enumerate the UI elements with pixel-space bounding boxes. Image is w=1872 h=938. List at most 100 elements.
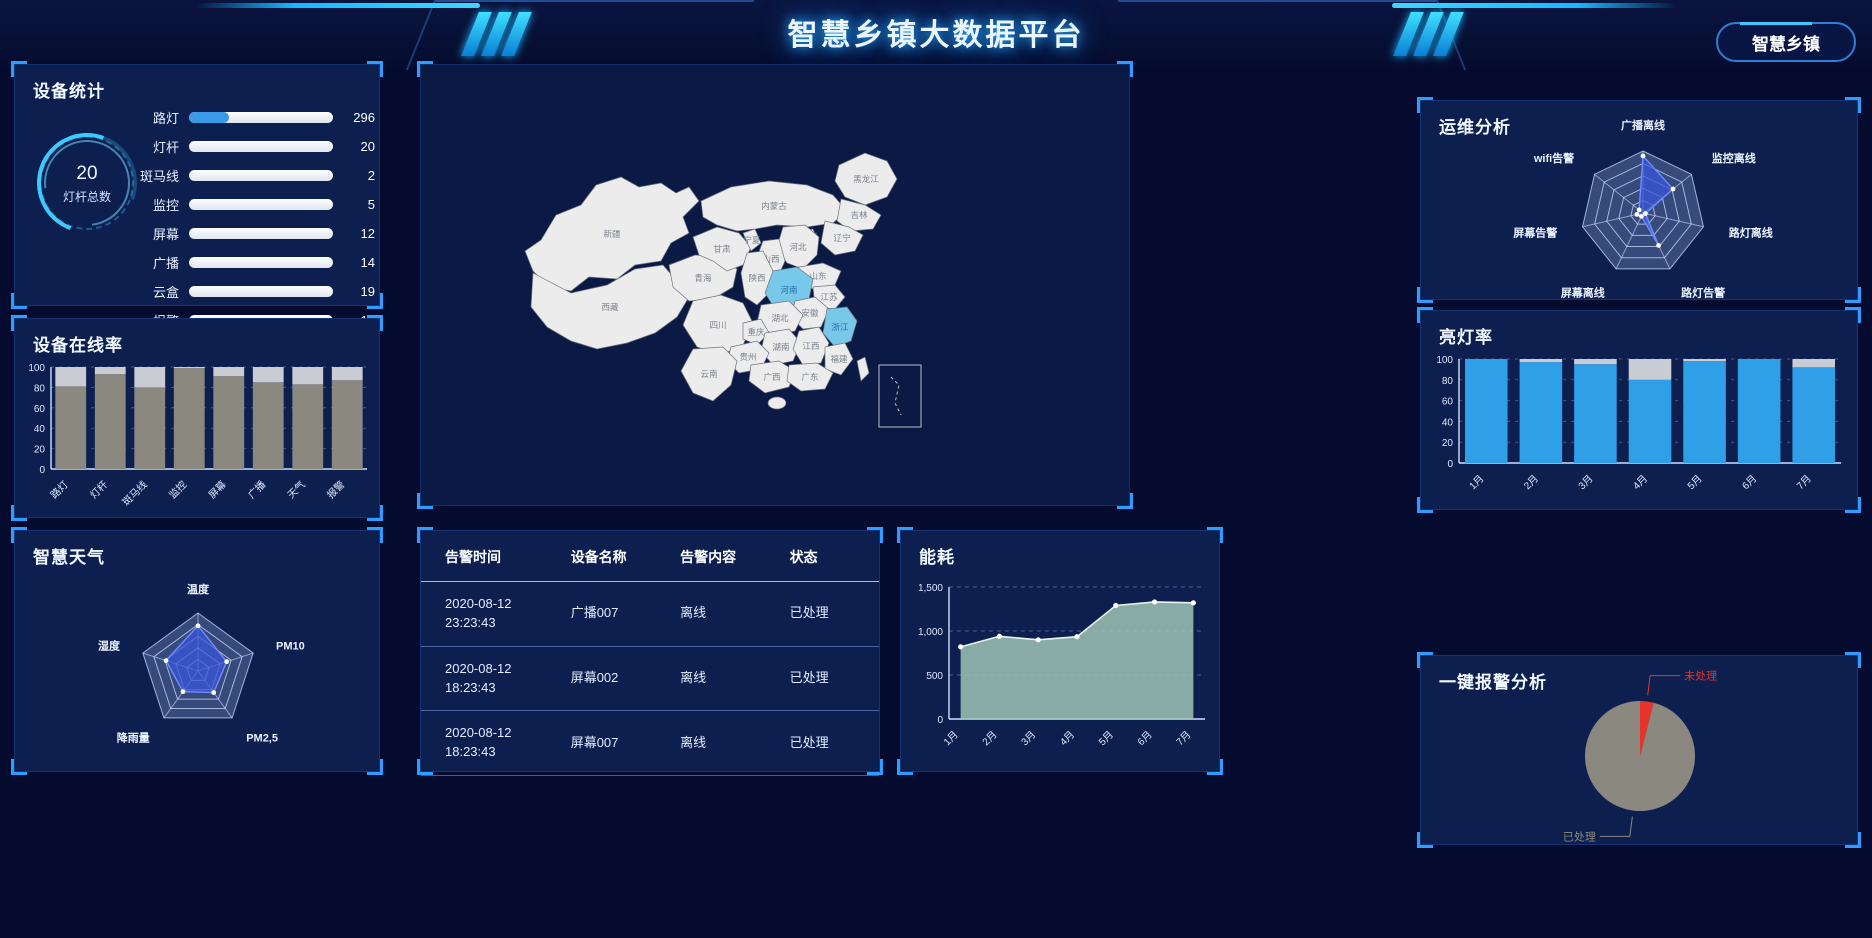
town-selector-button[interactable]: 智慧乡镇: [1716, 22, 1856, 62]
device-stat-bar: [189, 140, 333, 152]
device-statistics-list: 路灯296灯杆20斑马线2监控5屏幕12广播14云盒19报警14: [133, 105, 375, 337]
device-stat-value: 19: [360, 283, 375, 299]
smart-weather-panel: 智慧天气 温度 PM10 PM2,5 降雨量 湿度: [11, 527, 383, 775]
device-stat-bar-fill: [189, 111, 230, 123]
device-stat-row: 监控 5: [133, 192, 375, 216]
device-stat-value: 2: [367, 167, 375, 183]
device-stat-bar: [189, 198, 333, 210]
svg-text:屏幕告警: 屏幕告警: [1513, 226, 1557, 240]
svg-text:5月: 5月: [1685, 473, 1704, 492]
map-region[interactable]: [740, 250, 774, 306]
svg-text:80: 80: [1442, 376, 1454, 387]
ops-analysis-panel: 运维分析 广播离线 监控离线 路灯离线 路灯告警 屏幕离线 屏幕告警 wifi告警: [1417, 97, 1861, 303]
svg-text:山东: 山东: [809, 271, 826, 281]
device-stat-value: 12: [360, 225, 375, 241]
device-stat-value: 14: [360, 254, 375, 270]
app-header: 智慧乡镇大数据平台 智慧乡镇: [0, 0, 1872, 70]
gauge-ring-inner-icon: [40, 136, 134, 230]
device-stat-name: 斑马线: [139, 168, 179, 184]
device-statistics-panel: 设备统计 20 灯杆总数 路灯 296 灯杆 20 斑马线 2 监控 5 屏幕 12 广播 14 云盒 1…: [11, 61, 383, 329]
china-map-panel[interactable]: 新疆西藏青海甘肃宁夏内蒙古黑龙江吉林辽宁北京河北山西山东陕西河南江苏安徽湖北四川…: [417, 61, 1133, 509]
svg-text:屏幕离线: 屏幕离线: [1561, 285, 1605, 299]
svg-text:路灯离线: 路灯离线: [1729, 226, 1773, 240]
svg-text:PM10: PM10: [276, 641, 305, 653]
svg-text:3月: 3月: [1019, 729, 1038, 748]
svg-text:广东: 广东: [801, 372, 818, 382]
device-stat-value: 5: [367, 196, 375, 212]
device-stat-row: 斑马线 2: [133, 163, 375, 187]
table-row[interactable]: 2020-08-12 18:23:43 屏幕002 离线 已处理: [421, 646, 879, 712]
svg-text:PM2,5: PM2,5: [246, 732, 278, 744]
svg-text:山西: 山西: [762, 254, 779, 264]
svg-text:2月: 2月: [1521, 473, 1540, 492]
device-stat-row: 云盒 19: [133, 279, 375, 303]
alarm-cell-content: 离线: [656, 710, 766, 777]
svg-text:1,000: 1,000: [918, 627, 943, 638]
map-region[interactable]: [742, 318, 770, 346]
svg-text:路灯告警: 路灯告警: [1681, 285, 1725, 299]
svg-text:青海: 青海: [694, 273, 712, 283]
svg-text:浙江: 浙江: [831, 322, 849, 332]
svg-text:陕西: 陕西: [748, 273, 765, 283]
map-region[interactable]: [834, 152, 898, 206]
pole-total-gauge: 20 灯杆总数: [20, 116, 154, 250]
energy-consumption-title: 能耗: [919, 548, 955, 567]
device-stat-row: 路灯 296: [133, 105, 375, 129]
map-region[interactable]: [836, 198, 882, 232]
svg-text:宁夏: 宁夏: [743, 235, 761, 245]
svg-text:1,500: 1,500: [918, 583, 943, 594]
map-region[interactable]: [822, 306, 858, 348]
map-region[interactable]: [680, 346, 738, 402]
device-stat-name: 云盒: [152, 284, 179, 300]
china-map[interactable]: 新疆西藏青海甘肃宁夏内蒙古黑龙江吉林辽宁北京河北山西山东陕西河南江苏安徽湖北四川…: [421, 65, 1131, 507]
alarm-cell-status: 已处理: [765, 646, 879, 712]
table-row[interactable]: 2020-08-12 23:23:43 广播007 离线 已处理: [421, 581, 879, 647]
table-row[interactable]: 2020-08-12 18:23:43 屏幕007 离线 已处理: [421, 710, 879, 777]
svg-text:斑马线: 斑马线: [119, 478, 149, 508]
map-region[interactable]: [824, 342, 854, 376]
device-online-rate-panel: 设备在线率 0 20 40 60 80 100 路灯 灯杆 斑马线 监控 屏幕 广播 天气 报警: [11, 315, 383, 521]
svg-text:路灯: 路灯: [48, 478, 71, 501]
svg-text:甘肃: 甘肃: [713, 244, 731, 254]
device-stat-value: 296: [353, 109, 375, 125]
svg-text:贵州: 贵州: [739, 352, 756, 362]
svg-text:0: 0: [1447, 459, 1453, 470]
svg-text:7月: 7月: [1794, 473, 1813, 492]
map-region[interactable]: [786, 362, 834, 392]
svg-text:20: 20: [1442, 438, 1454, 449]
svg-text:60: 60: [34, 404, 46, 415]
page-title: 智慧乡镇大数据平台: [787, 19, 1085, 52]
energy-consumption-panel: 能耗 0 500 1,000 1,500 1月 2月 3月 4月 5月 6月 7月: [897, 527, 1223, 775]
device-online-rate-chart: 0 20 40 60 80 100 路灯 灯杆 斑马线 监控 屏幕 广播 天气 报警: [28, 363, 367, 508]
light-rate-chart: 0 20 40 60 80 100 1月 2月 3月 4月 5月 6月 7月: [1436, 355, 1841, 492]
device-statistics-title: 设备统计: [33, 82, 105, 101]
alarm-cell-device: 屏幕007: [546, 710, 657, 777]
one-key-alarm-panel: 一键报警分析 未处理 已处理: [1417, 652, 1861, 848]
map-region[interactable]: [742, 228, 762, 252]
alarm-table-header-row: 告警时间 设备名称 告警内容 状态: [421, 531, 879, 582]
map-region[interactable]: [748, 360, 796, 394]
svg-text:温度: 温度: [187, 582, 210, 596]
south-sea-inset: [878, 364, 922, 428]
map-region[interactable]: [692, 226, 752, 272]
map-region-hainan[interactable]: [767, 396, 787, 410]
map-region[interactable]: [700, 180, 848, 232]
map-region[interactable]: [530, 264, 690, 350]
alarm-table: 告警时间 设备名称 告警内容 状态 2020-08-12 23:23:43 广播007 离…: [421, 531, 879, 777]
alarm-table-panel: 告警时间 设备名称 告警内容 状态 2020-08-12 23:23:43 广播007 离…: [417, 527, 883, 777]
device-stat-bar: [189, 256, 333, 268]
svg-text:40: 40: [34, 424, 46, 435]
map-region[interactable]: [820, 220, 864, 256]
alarm-table-column-header: 设备名称: [546, 531, 657, 582]
header-glow-right: [1392, 3, 1677, 8]
device-stat-value: 20: [360, 138, 375, 154]
svg-text:监控: 监控: [166, 478, 189, 501]
alarm-table-body: 2020-08-12 23:23:43 广播007 离线 已处理 2020-08-12 …: [421, 581, 879, 777]
svg-text:湖北: 湖北: [771, 313, 789, 323]
map-region-taiwan[interactable]: [856, 356, 870, 382]
alarm-cell-status: 已处理: [765, 581, 879, 647]
svg-text:7月: 7月: [1174, 729, 1193, 748]
map-region[interactable]: [792, 326, 830, 366]
device-stat-name: 路灯: [152, 110, 179, 126]
